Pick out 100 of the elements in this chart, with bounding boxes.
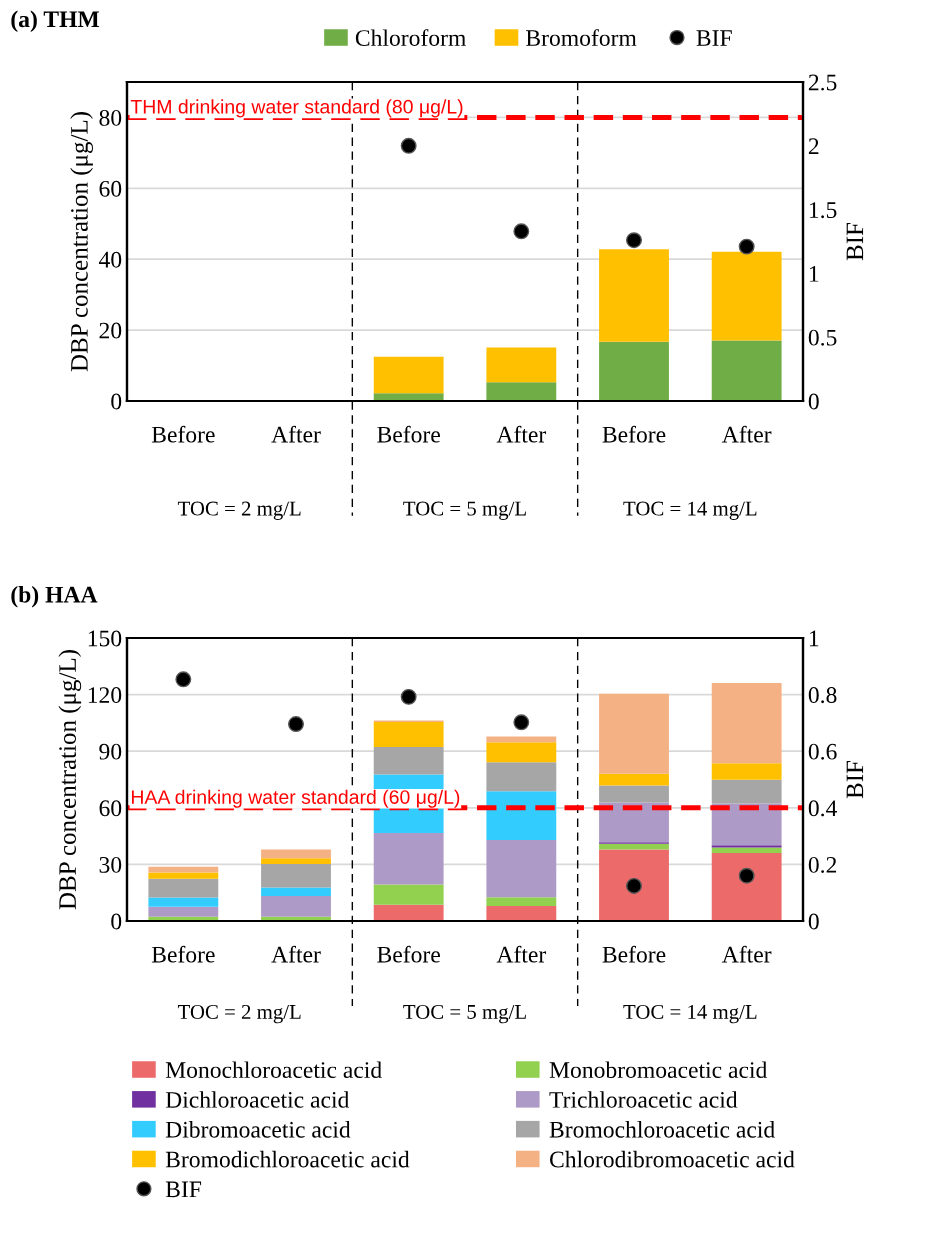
bar — [599, 341, 669, 401]
bar — [373, 884, 444, 905]
y2-tick-label: 0.5 — [808, 329, 837, 346]
y2-tick-label: 0 — [808, 913, 819, 930]
bar — [711, 847, 782, 854]
bar — [711, 682, 782, 764]
bar — [486, 347, 557, 383]
x-tick-label: After — [496, 425, 547, 443]
bar — [148, 897, 219, 907]
bar — [486, 742, 557, 763]
text: TOC = 5 mg/L — [403, 501, 526, 520]
point — [175, 671, 192, 688]
bar — [148, 872, 219, 879]
point — [288, 716, 304, 733]
bar — [373, 721, 444, 748]
legend-label: BIF — [696, 30, 732, 46]
x-tick-label: After — [271, 945, 321, 963]
bar — [711, 803, 782, 846]
bar — [486, 762, 557, 792]
legend-label: Trichloroacetic acid — [549, 1091, 738, 1108]
bar — [711, 251, 782, 341]
x-tick-label: After — [496, 945, 547, 963]
ref-line-label: THM drinking water standard (80 μg/L) — [130, 99, 463, 118]
bar — [261, 895, 331, 917]
chart-title: (b) HAA — [11, 586, 98, 608]
bar — [599, 773, 669, 786]
bar — [373, 747, 444, 775]
y2-tick-label: 0.8 — [808, 687, 837, 704]
bar — [148, 878, 219, 898]
bar — [261, 849, 331, 859]
y-tick-label: 40 — [98, 251, 122, 268]
point — [626, 877, 642, 894]
y2-tick-label: 0 — [808, 393, 819, 410]
y-tick-label: 30 — [99, 856, 122, 873]
legend-label: Chlorodibromoacetic acid — [549, 1150, 795, 1168]
bar — [711, 340, 782, 401]
chart-title: (a) THM — [11, 10, 100, 32]
y-tick-label: 60 — [99, 800, 122, 817]
legend-label: Dibromoacetic acid — [165, 1121, 351, 1138]
bar — [486, 791, 557, 841]
point — [513, 714, 530, 731]
bar — [711, 763, 782, 780]
bar — [373, 356, 444, 394]
point — [513, 223, 530, 240]
bar — [486, 736, 557, 743]
text: TOC = 14 mg/L — [623, 1004, 757, 1024]
y2-tick-label: 2.5 — [808, 74, 837, 91]
y-tick-label: 0 — [111, 393, 122, 410]
x-tick-label: Before — [377, 425, 440, 443]
bar — [261, 887, 331, 896]
y-tick-label: 60 — [99, 180, 122, 197]
bar — [148, 906, 219, 917]
bar — [373, 904, 444, 921]
y2-tick-label: 0.6 — [808, 743, 837, 760]
y2-tick-label: 0.4 — [808, 800, 838, 817]
bar — [486, 905, 557, 921]
bar — [711, 779, 782, 804]
point — [400, 137, 417, 154]
legend-label: Bromodichloroacetic acid — [165, 1150, 410, 1168]
legend-label: Bromoform — [526, 29, 637, 47]
point — [738, 867, 755, 884]
y2-tick-label: 2 — [808, 138, 819, 154]
legend-label: Monobromoacetic acid — [549, 1061, 768, 1079]
x-tick-label: Before — [377, 945, 440, 963]
bar — [373, 832, 444, 885]
text: TOC = 2 mg/L — [177, 1004, 301, 1024]
text: TOC = 14 mg/L — [623, 501, 757, 520]
y-axis-title: DBP concentration (μg/L) — [58, 650, 82, 910]
ref-line-label: HAA drinking water standard (60 μg/L) — [131, 789, 460, 808]
y2-axis-title: BIF — [846, 760, 864, 799]
point — [738, 238, 755, 255]
y-tick-label: 0 — [111, 913, 122, 930]
bar — [599, 849, 669, 921]
y-tick-label: 120 — [88, 687, 122, 704]
legend-label: Dichloroacetic acid — [165, 1091, 350, 1108]
bar — [486, 840, 557, 898]
y2-tick-label: 1.5 — [809, 202, 837, 219]
text: TOC = 5 mg/L — [403, 1004, 526, 1024]
x-tick-label: After — [721, 425, 772, 443]
legend-label: Chloroform — [355, 29, 466, 47]
y-axis-title: DBP concentration (μg/L) — [70, 112, 93, 372]
bar — [599, 785, 669, 803]
bar — [599, 249, 669, 342]
y-tick-label: 80 — [99, 109, 122, 126]
y2-tick-label: 1 — [809, 630, 819, 647]
bar — [711, 853, 782, 921]
y-tick-label: 20 — [99, 322, 122, 339]
bar — [261, 864, 331, 888]
x-tick-label: Before — [151, 425, 215, 443]
legend-label: BIF — [165, 1181, 202, 1198]
bar — [486, 382, 557, 401]
x-tick-label: Before — [602, 425, 666, 443]
x-tick-label: Before — [602, 945, 666, 963]
bar — [599, 693, 669, 774]
legend-label: Bromochloroacetic acid — [549, 1121, 775, 1138]
bar — [486, 897, 557, 906]
bar — [373, 393, 444, 401]
bar — [261, 858, 331, 865]
y-tick-label: 90 — [99, 743, 122, 760]
x-tick-label: After — [271, 425, 321, 443]
